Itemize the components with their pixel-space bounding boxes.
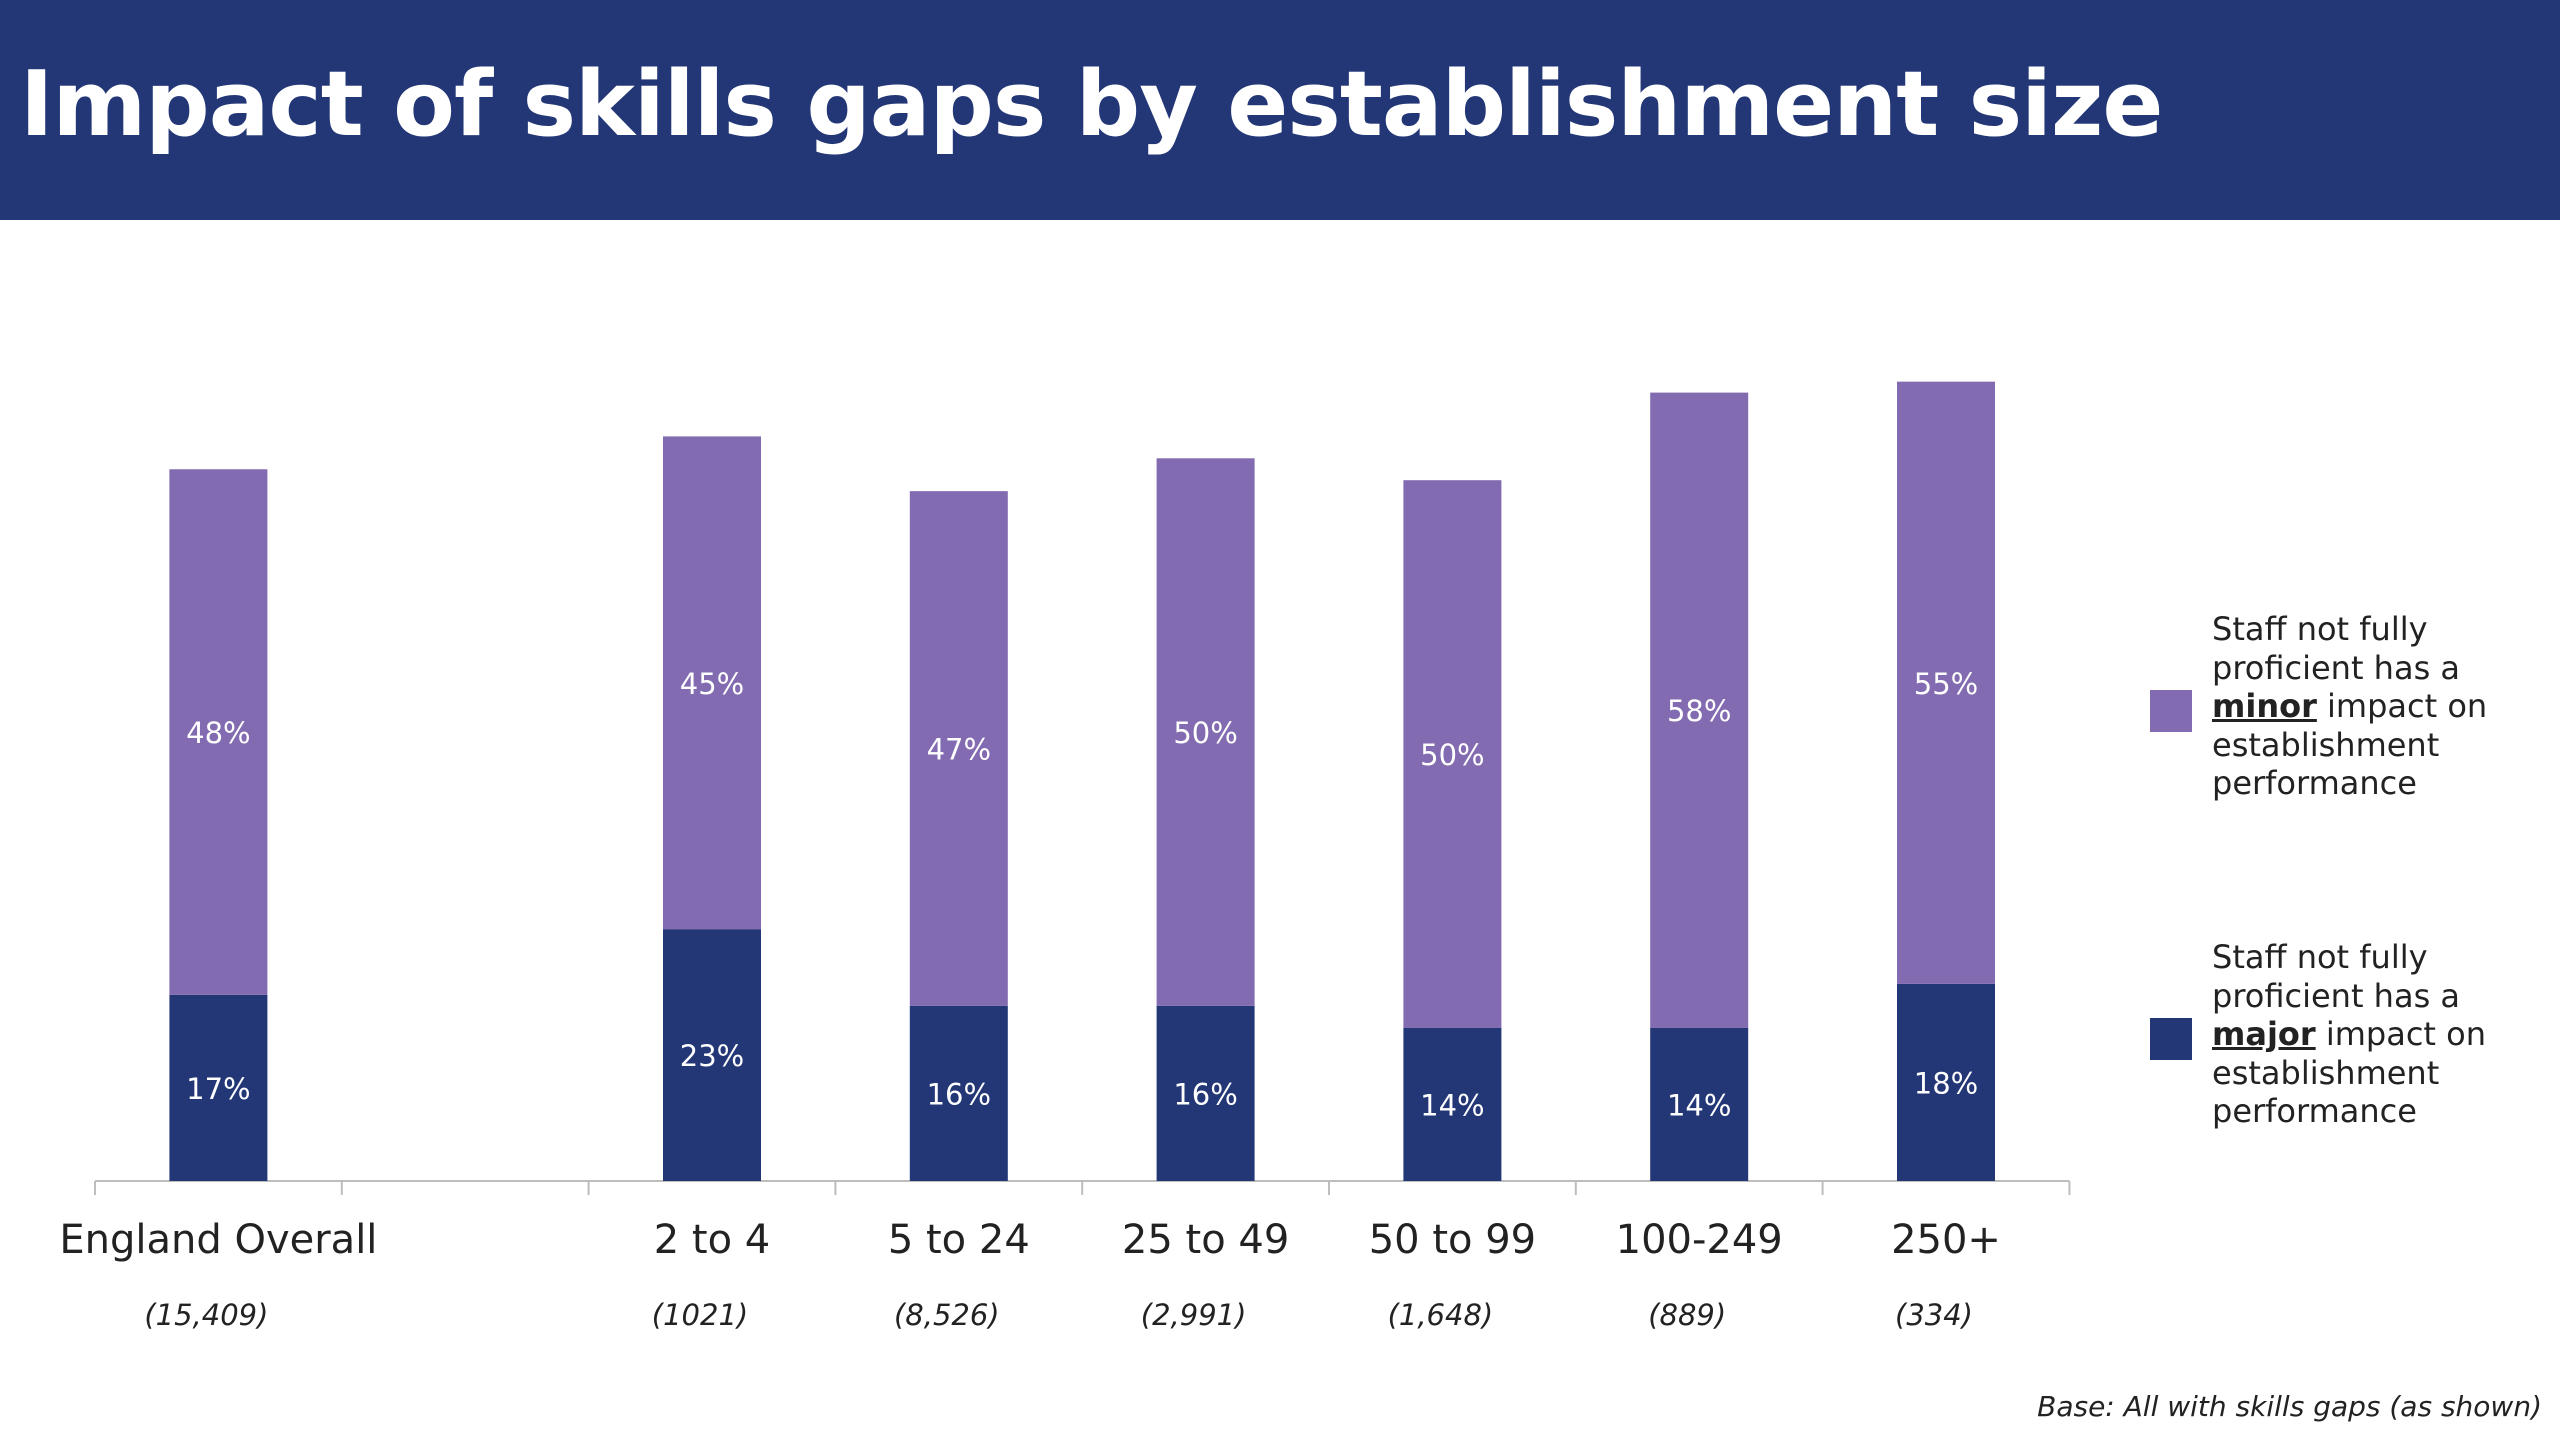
page-title: Impact of skills gaps by establishment s… <box>20 52 2163 157</box>
bar-minor <box>909 491 1008 1006</box>
data-label-major: 16% <box>927 1077 991 1111</box>
base-size-label: (889) <box>1648 1298 1726 1332</box>
legend-swatch-minor <box>2150 690 2192 732</box>
bar-minor <box>1403 480 1502 1028</box>
bar-major <box>909 1005 1008 1181</box>
data-label-major: 17% <box>186 1072 250 1106</box>
bar-major <box>1897 983 1995 1181</box>
bar-major <box>663 929 761 1181</box>
x-tick-label: 100-249 <box>1616 1217 1783 1263</box>
data-label-minor: 47% <box>927 732 991 766</box>
bar-minor <box>169 469 268 995</box>
x-tick-label: 2 to 4 <box>654 1217 770 1263</box>
base-size-label: (2,991) <box>1141 1298 1247 1332</box>
x-tick-label: 50 to 99 <box>1369 1217 1536 1263</box>
x-tick-label: 25 to 49 <box>1122 1217 1289 1263</box>
data-label-minor: 55% <box>1914 667 1978 701</box>
bar-major <box>1650 1027 1749 1181</box>
base-note: Base: All with skills gaps (as shown) <box>2037 1390 2542 1423</box>
x-tick-label: England Overall <box>59 1217 377 1263</box>
data-label-major: 16% <box>1173 1077 1237 1111</box>
bar-major <box>1403 1027 1502 1181</box>
data-label-major: 18% <box>1914 1066 1978 1100</box>
x-tick-label: 5 to 24 <box>888 1217 1030 1263</box>
base-size-label: (1021) <box>652 1298 748 1332</box>
bar-major <box>1156 1005 1255 1181</box>
bar-minor <box>1156 458 1255 1006</box>
bar-minor <box>1897 381 1995 984</box>
data-label-minor: 50% <box>1420 738 1484 772</box>
data-label-minor: 45% <box>680 667 744 701</box>
x-tick-label: 250+ <box>1891 1217 2001 1263</box>
bar-major <box>169 994 268 1181</box>
legend-swatch-major <box>2150 1018 2192 1060</box>
legend-label-minor: Staff not fully proficient has a minor i… <box>2212 610 2488 802</box>
base-size-label: (1,648) <box>1388 1298 1494 1332</box>
data-label-minor: 58% <box>1667 694 1731 728</box>
base-size-label: (15,409) <box>144 1298 268 1332</box>
base-size-label: (8,526) <box>894 1298 1000 1332</box>
bar-minor <box>663 436 761 930</box>
data-label-major: 23% <box>680 1039 744 1073</box>
data-label-major: 14% <box>1667 1088 1731 1122</box>
legend-label-major: Staff not fully proficient has a major i… <box>2212 938 2486 1130</box>
bar-minor <box>1650 392 1749 1028</box>
data-label-minor: 50% <box>1173 716 1237 750</box>
title-bar: Impact of skills gaps by establishment s… <box>0 0 2560 220</box>
base-size-label: (334) <box>1895 1298 1973 1332</box>
data-label-major: 14% <box>1420 1088 1484 1122</box>
data-label-minor: 48% <box>186 716 250 750</box>
